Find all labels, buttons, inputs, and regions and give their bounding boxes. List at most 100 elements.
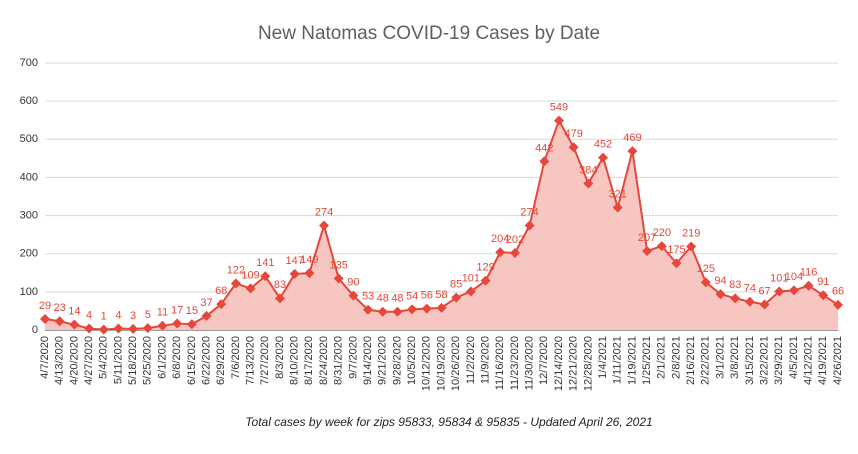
- x-tick-label: 4/5/2021: [788, 336, 800, 379]
- x-tick-label: 6/1/2020: [156, 336, 168, 379]
- x-tick-label: 5/18/2020: [127, 336, 139, 385]
- x-tick-label: 6/29/2020: [215, 336, 227, 385]
- data-label: 68: [215, 285, 227, 297]
- data-label: 17: [171, 304, 183, 316]
- data-label: 204: [491, 233, 509, 245]
- marker: [509, 247, 520, 258]
- marker: [201, 310, 212, 321]
- data-label: 147: [285, 255, 303, 267]
- marker: [568, 142, 579, 153]
- y-tick-label: 700: [20, 57, 38, 69]
- marker: [260, 271, 271, 282]
- marker: [421, 303, 432, 314]
- data-label: 4: [115, 309, 121, 321]
- marker: [157, 320, 168, 331]
- marker: [54, 316, 65, 327]
- x-tick-label: 3/15/2021: [744, 336, 756, 385]
- marker: [304, 268, 315, 279]
- x-tick-label: 9/14/2020: [362, 336, 374, 385]
- x-tick-label: 4/20/2020: [68, 336, 80, 385]
- x-tick-label: 2/1/2021: [656, 336, 668, 379]
- marker: [774, 286, 785, 297]
- marker: [319, 220, 330, 231]
- marker: [480, 275, 491, 286]
- x-tick-label: 4/19/2021: [817, 336, 829, 385]
- x-tick-label: 3/8/2021: [729, 336, 741, 379]
- marker: [686, 241, 697, 252]
- data-label: 141: [256, 257, 274, 269]
- marker: [186, 319, 197, 330]
- x-tick-label: 2/22/2021: [700, 336, 712, 385]
- marker: [392, 306, 403, 317]
- data-label: 384: [579, 164, 597, 176]
- marker: [69, 319, 80, 330]
- data-label: 479: [564, 128, 582, 140]
- x-tick-label: 2/16/2021: [685, 336, 697, 385]
- x-tick-label: 9/28/2020: [391, 336, 403, 385]
- data-label: 109: [241, 269, 259, 281]
- x-tick-label: 4/7/2020: [39, 336, 51, 379]
- data-label: 274: [520, 206, 538, 218]
- data-label: 274: [315, 206, 333, 218]
- marker: [642, 246, 653, 257]
- x-tick-label: 12/7/2020: [538, 336, 550, 385]
- data-label: 135: [330, 259, 348, 271]
- marker: [583, 178, 594, 189]
- x-tick-label: 1/25/2021: [641, 336, 653, 385]
- data-label: 452: [594, 139, 612, 151]
- data-label: 29: [39, 300, 51, 312]
- data-label: 48: [377, 293, 389, 305]
- x-tick-label: 5/4/2020: [98, 336, 110, 379]
- marker: [671, 258, 682, 269]
- data-label: 549: [550, 102, 568, 114]
- y-tick-label: 500: [20, 133, 38, 145]
- x-tick-label: 8/10/2020: [289, 336, 301, 385]
- data-label: 4: [86, 309, 92, 321]
- marker: [612, 202, 623, 213]
- x-tick-label: 4/26/2021: [832, 336, 844, 385]
- marker: [113, 323, 124, 334]
- data-label: 67: [758, 285, 770, 297]
- x-tick-label: 11/9/2020: [479, 336, 491, 384]
- data-label: 469: [623, 132, 641, 144]
- data-label: 54: [406, 290, 418, 302]
- marker: [436, 302, 447, 313]
- marker: [788, 285, 799, 296]
- marker: [172, 318, 183, 329]
- data-label: 37: [200, 297, 212, 309]
- data-label: 85: [450, 278, 462, 290]
- y-tick-label: 300: [20, 209, 38, 221]
- marker: [495, 247, 506, 258]
- marker: [627, 146, 638, 157]
- data-label: 83: [729, 279, 741, 291]
- x-tick-label: 5/11/2020: [112, 336, 124, 384]
- marker: [407, 304, 418, 315]
- x-tick-label: 4/27/2020: [83, 336, 95, 385]
- data-label: 202: [506, 234, 524, 246]
- data-label: 83: [274, 279, 286, 291]
- marker: [553, 115, 564, 126]
- x-tick-label: 11/16/2020: [494, 336, 506, 390]
- marker: [744, 296, 755, 307]
- y-tick-label: 0: [32, 324, 38, 336]
- marker: [128, 323, 139, 334]
- marker: [363, 304, 374, 315]
- data-label: 94: [714, 275, 726, 287]
- x-tick-label: 3/29/2021: [773, 336, 785, 385]
- x-tick-label: 8/17/2020: [303, 336, 315, 385]
- marker: [142, 323, 153, 334]
- data-label: 101: [770, 272, 788, 284]
- marker: [833, 299, 843, 310]
- x-tick-label: 1/4/2021: [597, 336, 609, 379]
- marker: [98, 324, 109, 335]
- x-tick-label: 3/1/2021: [714, 336, 726, 379]
- x-tick-label: 5/25/2020: [142, 336, 154, 385]
- x-tick-label: 11/23/2020: [509, 336, 521, 390]
- x-tick-label: 7/6/2020: [230, 336, 242, 379]
- marker: [377, 306, 388, 317]
- data-label: 15: [186, 305, 198, 317]
- data-label: 149: [300, 254, 318, 266]
- x-tick-label: 12/14/2020: [553, 336, 565, 391]
- data-label: 116: [800, 267, 818, 279]
